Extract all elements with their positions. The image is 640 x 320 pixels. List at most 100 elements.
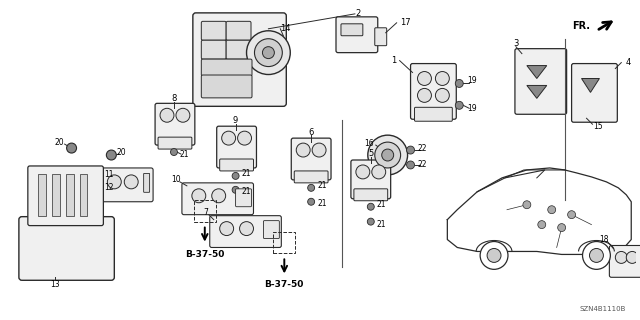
Circle shape bbox=[455, 79, 463, 87]
Text: 16: 16 bbox=[364, 139, 374, 148]
FancyBboxPatch shape bbox=[210, 216, 282, 247]
Circle shape bbox=[487, 248, 501, 262]
Circle shape bbox=[372, 165, 386, 179]
Circle shape bbox=[192, 189, 206, 203]
Circle shape bbox=[406, 146, 415, 154]
Circle shape bbox=[106, 150, 116, 160]
Polygon shape bbox=[582, 78, 600, 92]
Text: 11: 11 bbox=[104, 171, 114, 180]
Text: FR.: FR. bbox=[573, 21, 591, 31]
Text: 21: 21 bbox=[317, 181, 327, 190]
Circle shape bbox=[523, 201, 531, 209]
FancyBboxPatch shape bbox=[19, 217, 115, 280]
FancyBboxPatch shape bbox=[158, 137, 192, 149]
Circle shape bbox=[67, 143, 77, 153]
FancyBboxPatch shape bbox=[202, 75, 252, 98]
FancyBboxPatch shape bbox=[351, 160, 390, 199]
Circle shape bbox=[232, 172, 239, 180]
Circle shape bbox=[239, 222, 253, 236]
FancyBboxPatch shape bbox=[609, 245, 640, 277]
FancyBboxPatch shape bbox=[572, 64, 618, 122]
Text: 6: 6 bbox=[308, 128, 314, 137]
Text: B-37-50: B-37-50 bbox=[185, 250, 225, 259]
Circle shape bbox=[246, 31, 291, 75]
FancyBboxPatch shape bbox=[410, 64, 456, 119]
Circle shape bbox=[160, 108, 174, 122]
Text: 22: 22 bbox=[418, 144, 428, 153]
Text: 21: 21 bbox=[377, 200, 387, 209]
Circle shape bbox=[568, 211, 575, 219]
Circle shape bbox=[381, 149, 394, 161]
Circle shape bbox=[435, 72, 449, 85]
Circle shape bbox=[237, 131, 252, 145]
Circle shape bbox=[124, 175, 138, 189]
FancyBboxPatch shape bbox=[220, 159, 253, 171]
Text: 3: 3 bbox=[513, 39, 518, 48]
Text: 21: 21 bbox=[242, 187, 252, 196]
Text: 15: 15 bbox=[594, 122, 604, 131]
Text: 22: 22 bbox=[418, 160, 428, 170]
FancyBboxPatch shape bbox=[155, 103, 195, 145]
FancyBboxPatch shape bbox=[354, 189, 388, 201]
Circle shape bbox=[312, 143, 326, 157]
Circle shape bbox=[589, 248, 604, 262]
Circle shape bbox=[548, 206, 556, 214]
Text: 21: 21 bbox=[242, 169, 252, 179]
Text: 8: 8 bbox=[172, 94, 177, 103]
FancyBboxPatch shape bbox=[236, 189, 252, 207]
FancyBboxPatch shape bbox=[217, 126, 257, 168]
Circle shape bbox=[221, 131, 236, 145]
Text: 18: 18 bbox=[600, 235, 609, 244]
Text: 7: 7 bbox=[204, 208, 208, 217]
Text: B-37-50: B-37-50 bbox=[264, 280, 304, 289]
Text: 19: 19 bbox=[467, 76, 477, 85]
Circle shape bbox=[406, 161, 415, 169]
Circle shape bbox=[582, 242, 611, 269]
Circle shape bbox=[308, 184, 315, 191]
FancyBboxPatch shape bbox=[202, 59, 252, 76]
FancyBboxPatch shape bbox=[341, 24, 363, 36]
Circle shape bbox=[170, 148, 177, 156]
Text: 2: 2 bbox=[355, 9, 360, 18]
Text: 17: 17 bbox=[400, 18, 411, 27]
Bar bbox=[79, 174, 88, 216]
FancyBboxPatch shape bbox=[515, 49, 566, 114]
FancyBboxPatch shape bbox=[143, 173, 150, 192]
Circle shape bbox=[557, 224, 566, 232]
FancyBboxPatch shape bbox=[226, 21, 251, 40]
Circle shape bbox=[368, 135, 408, 175]
Bar bbox=[38, 174, 45, 216]
FancyBboxPatch shape bbox=[264, 220, 279, 238]
Circle shape bbox=[296, 143, 310, 157]
Text: 5: 5 bbox=[368, 148, 373, 157]
Bar bbox=[66, 174, 74, 216]
FancyBboxPatch shape bbox=[202, 21, 226, 40]
Circle shape bbox=[308, 198, 315, 205]
FancyBboxPatch shape bbox=[375, 28, 387, 46]
Circle shape bbox=[108, 175, 121, 189]
Text: 14: 14 bbox=[280, 24, 291, 33]
Text: 20: 20 bbox=[55, 138, 65, 147]
Text: 4: 4 bbox=[626, 58, 631, 67]
FancyBboxPatch shape bbox=[291, 138, 331, 180]
Bar bbox=[273, 232, 295, 253]
Text: 21: 21 bbox=[179, 149, 189, 158]
FancyBboxPatch shape bbox=[226, 40, 251, 59]
Circle shape bbox=[480, 242, 508, 269]
FancyBboxPatch shape bbox=[202, 40, 226, 59]
Circle shape bbox=[538, 220, 546, 228]
Circle shape bbox=[262, 47, 275, 59]
Text: 9: 9 bbox=[233, 116, 238, 125]
Bar bbox=[52, 174, 60, 216]
Circle shape bbox=[367, 203, 374, 210]
Circle shape bbox=[375, 142, 401, 168]
Text: 20: 20 bbox=[116, 148, 126, 156]
Text: 21: 21 bbox=[377, 220, 387, 229]
Polygon shape bbox=[527, 66, 547, 78]
FancyBboxPatch shape bbox=[294, 171, 328, 183]
Circle shape bbox=[255, 39, 282, 67]
Bar bbox=[194, 200, 216, 222]
Circle shape bbox=[627, 252, 638, 263]
FancyBboxPatch shape bbox=[415, 107, 452, 121]
Circle shape bbox=[232, 186, 239, 193]
